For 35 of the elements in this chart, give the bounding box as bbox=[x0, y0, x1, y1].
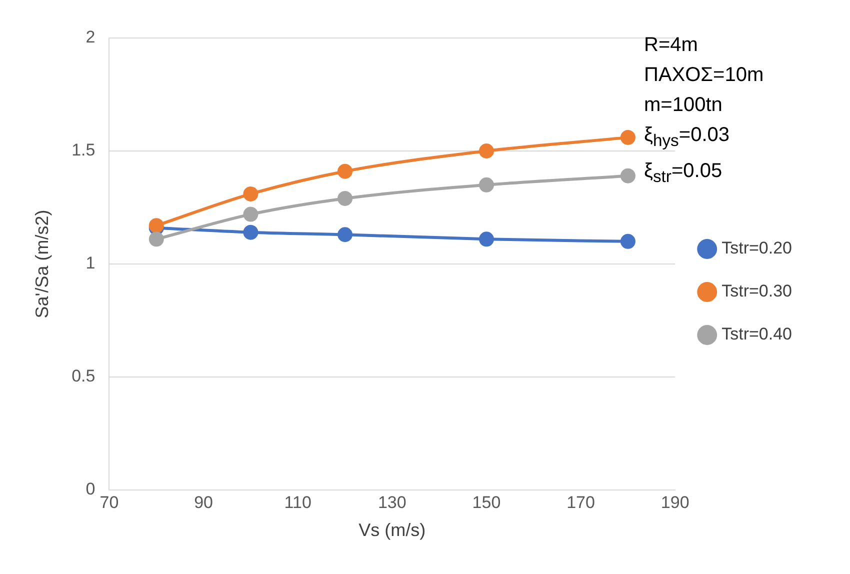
point bbox=[243, 186, 258, 202]
point bbox=[243, 224, 258, 240]
point bbox=[478, 144, 494, 158]
point bbox=[620, 234, 636, 249]
y-tick-label: 2 bbox=[86, 28, 96, 47]
point bbox=[338, 190, 353, 206]
y-tick-label: 0 bbox=[86, 480, 96, 499]
legend-label: Tstr=0.40 bbox=[722, 324, 792, 344]
point bbox=[338, 164, 353, 179]
annotation: ΠΑΧΟΣ=10m bbox=[644, 63, 764, 88]
legend-label: Tstr=0.20 bbox=[722, 238, 792, 258]
point bbox=[478, 232, 494, 247]
annotation: R=4m bbox=[644, 33, 699, 58]
point bbox=[148, 232, 164, 247]
x-tick-label: 150 bbox=[472, 492, 501, 512]
y-tick-label: 0.5 bbox=[72, 366, 96, 386]
x-tick-label: 190 bbox=[660, 492, 690, 512]
annotation: m=100tn bbox=[644, 93, 724, 118]
point bbox=[478, 177, 494, 192]
x-axis-title: Vs (m/s) bbox=[358, 520, 426, 540]
point bbox=[620, 130, 636, 145]
y-tick-label: 1 bbox=[86, 254, 96, 273]
point bbox=[243, 206, 258, 222]
point bbox=[620, 168, 636, 184]
annotation: ξ$_{str}$=0.05 bbox=[644, 159, 724, 188]
x-tick-label: 90 bbox=[194, 492, 214, 512]
x-tick-label: 70 bbox=[100, 492, 119, 512]
point bbox=[338, 227, 353, 242]
y-axis-title: Sa'/Sa (m/s2) bbox=[32, 210, 52, 318]
x-tick-label: 170 bbox=[566, 492, 595, 512]
annotation: ξ$_{hys}$=0.03 bbox=[644, 123, 730, 152]
y-tick-label: 1.5 bbox=[72, 140, 96, 160]
x-tick-label: 130 bbox=[378, 492, 406, 512]
legend-label: Tstr=0.30 bbox=[722, 282, 792, 301]
x-tick-label: 110 bbox=[284, 492, 312, 512]
